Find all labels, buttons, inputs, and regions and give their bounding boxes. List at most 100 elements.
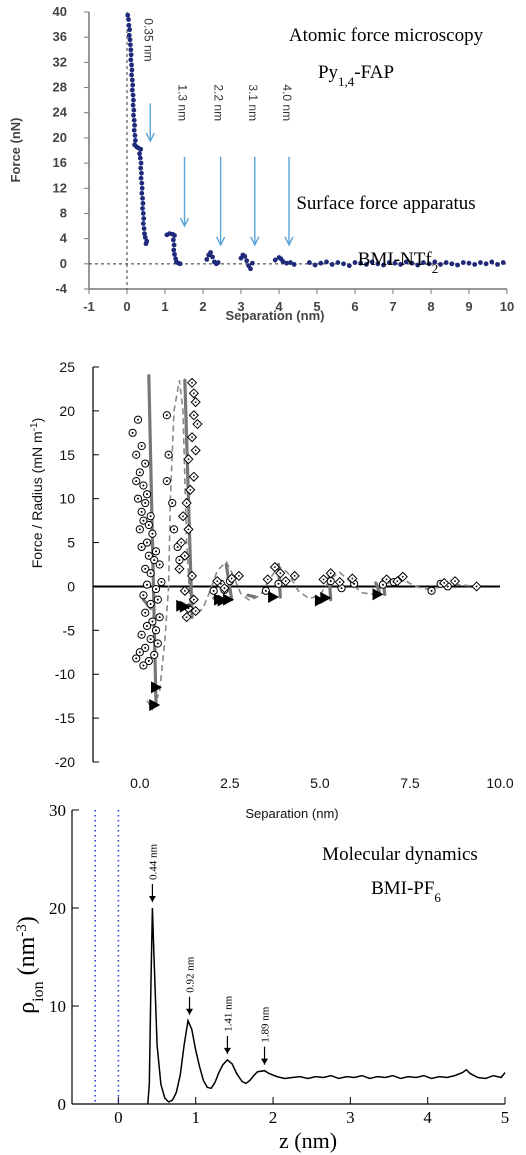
afm-data-point [127, 27, 133, 33]
md-xtick-label: 3 [346, 1108, 355, 1127]
afm-data-point [210, 254, 215, 260]
afm-data-point [141, 226, 147, 231]
afm-data-point [139, 185, 145, 191]
sfa-circle-marker-dot [140, 545, 143, 548]
sfa-circle-marker-dot [142, 664, 145, 667]
afm-data-point [291, 262, 297, 267]
afm-data-point [140, 206, 145, 211]
afm-xtick-label: 7 [389, 299, 396, 314]
afm-annotation-label: 0.35 nm [141, 18, 155, 61]
afm-data-point [126, 32, 132, 38]
md-ytick-label: 10 [49, 997, 66, 1016]
sfa-ytick-label: -15 [55, 710, 75, 726]
sfa-diamond-marker-dot [194, 401, 197, 404]
sfa-diamond-marker-dot [237, 575, 240, 577]
md-xtick-label: 2 [269, 1108, 278, 1127]
sfa-diamond-marker-dot [189, 488, 192, 491]
afm-data-point [415, 262, 421, 268]
afm-data-point [130, 82, 136, 88]
sfa-diamond-marker-dot [192, 475, 195, 478]
afm-data-point [132, 132, 138, 138]
sfa-ytick-label: 20 [59, 403, 75, 419]
sfa-circle-marker-dot [135, 453, 138, 456]
sfa-diamond-marker-dot [185, 502, 188, 504]
afm-data-point [386, 260, 392, 265]
sfa-diamond-marker-dot [180, 541, 183, 544]
afm-data-point [449, 261, 455, 267]
sfa-triangle-marker [223, 593, 235, 606]
sfa-circle-marker-dot [158, 563, 161, 566]
afm-data-point [466, 260, 472, 266]
sfa-diamond-marker-dot [443, 582, 446, 584]
sfa-circle-marker-dot [144, 567, 147, 570]
sfa-dashed-fit-curve [146, 380, 483, 712]
sfa-diamond-marker-dot [194, 610, 197, 612]
afm-data-point [143, 241, 149, 247]
afm-ytick-label: 4 [60, 231, 68, 246]
sfa-chart: Surface force apparatus BMI-NTf2 Separat… [29, 193, 514, 821]
md-annotation-label: 0.44 nm [147, 844, 159, 881]
sfa-ytick-label: -10 [55, 666, 75, 682]
sfa-subtitle: BMI-NTf2 [358, 249, 438, 276]
sfa-diamond-marker-dot [223, 587, 226, 590]
sfa-circle-marker-dot [146, 583, 149, 586]
afm-data-point [140, 211, 146, 216]
sfa-title: Surface force apparatus [296, 193, 475, 214]
md-ylabel-main: ρ [14, 1002, 40, 1014]
afm-data-point [215, 260, 221, 265]
sfa-circle-marker-dot [173, 528, 176, 531]
sfa-diamond-marker-dot [191, 381, 193, 384]
md-annotation-label: 0.92 nm [185, 956, 197, 993]
afm-annotation-label: 2.2 nm [212, 84, 226, 121]
sfa-circle-marker-dot [151, 620, 154, 623]
afm-data-point [131, 97, 136, 103]
afm-data-point [137, 155, 143, 161]
sfa-circle-marker-dot [430, 589, 433, 592]
afm-data-point [138, 175, 144, 181]
afm-data-point [208, 250, 214, 255]
md-subtitle: BMI-PF6 [371, 878, 441, 905]
sfa-ytick-label: 15 [59, 447, 75, 463]
afm-data-point [139, 170, 144, 176]
afm-data-point [131, 117, 137, 123]
sfa-diamond-marker-dot [284, 580, 287, 583]
sfa-diamond-marker-dot [183, 589, 186, 592]
sfa-circle-marker-dot [165, 414, 168, 417]
afm-xtick-label: 9 [465, 299, 472, 314]
sfa-circle-marker-dot [138, 528, 141, 531]
md-ylabel: ρion (nm-3) [14, 916, 47, 1014]
afm-data-point [140, 221, 146, 226]
afm-data-point [280, 258, 286, 264]
sfa-diamond-marker-dot [338, 581, 341, 583]
sfa-diamond-marker-dot [185, 616, 188, 619]
afm-ytick-label: -4 [55, 281, 67, 296]
afm-data-point [170, 237, 176, 243]
md-ytick-label: 0 [58, 1095, 67, 1114]
sfa-diamond-marker-dot [196, 423, 199, 425]
md-annotation-arrowhead [186, 1008, 194, 1015]
sfa-ytick-label: 25 [59, 359, 75, 375]
sfa-circle-marker-dot [137, 497, 140, 500]
sfa-circle-marker-dot [149, 603, 152, 605]
afm-annotation-label: 1.3 nm [176, 84, 190, 121]
sfa-diamond-marker-dot [192, 414, 195, 417]
afm-ytick-label: 20 [53, 130, 67, 145]
sfa-ytick-label: -5 [63, 622, 76, 638]
sfa-diamond-marker-dot [329, 572, 332, 575]
afm-data-point [318, 260, 324, 266]
sfa-circle-marker-dot [153, 559, 156, 562]
afm-data-point [171, 242, 177, 248]
afm-data-point [129, 72, 134, 78]
afm-xtick-label: -1 [83, 299, 95, 314]
afm-annotation-label: 3.1 nm [246, 84, 260, 121]
afm-subtitle: Py1,4-FAP [318, 62, 394, 89]
afm-subtitle-main: Py [318, 62, 339, 83]
afm-ylabel: Force (nN) [8, 118, 23, 183]
sfa-ytick-label: -20 [55, 754, 75, 770]
sfa-diamond-marker-dot [396, 580, 399, 583]
md-xlabel: z (nm) [279, 1128, 337, 1153]
sfa-circle-marker-dot [178, 559, 181, 562]
md-ytick-label: 30 [49, 801, 66, 820]
afm-data-point [137, 151, 142, 157]
sfa-circle-marker-dot [131, 431, 134, 434]
